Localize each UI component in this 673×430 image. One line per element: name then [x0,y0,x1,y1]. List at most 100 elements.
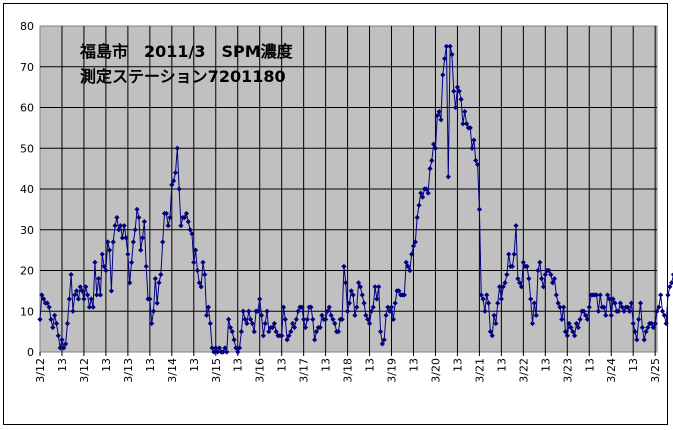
x-tick-label: 3/12 [78,358,91,383]
data-point [533,312,539,318]
data-point [147,296,153,302]
data-point [262,320,268,327]
data-point [669,280,673,286]
data-point [368,308,374,314]
data-point [167,214,173,221]
data-point [88,296,94,302]
data-point [427,166,433,172]
data-point [540,284,547,290]
data-point [495,300,501,306]
data-point [235,349,241,355]
data-point [149,320,155,327]
data-point [86,304,93,310]
data-point [288,329,294,335]
data-point [323,316,329,322]
data-point [110,239,116,245]
x-tick-label: 13 [320,358,333,372]
y-axis: 0 10 20 30 40 50 60 70 80 [20,20,34,359]
data-point [366,320,373,327]
x-tick-label: 3/19 [386,358,399,383]
data-point [160,239,166,245]
data-point [418,190,424,196]
data-point [48,316,54,322]
data-point [432,145,439,151]
data-point [513,223,519,229]
data-point [570,329,576,335]
data-point [152,276,158,282]
data-point [372,284,378,290]
x-tick-label: 3/18 [342,358,355,383]
data-point [401,292,407,298]
data-point [128,259,135,265]
data-point [335,329,342,335]
data-point [365,316,371,322]
data-point [409,251,415,257]
data-point [449,51,455,58]
data-point [108,288,115,294]
data-point [134,206,140,212]
data-point [279,333,285,339]
data-point [136,214,142,221]
y-tick-label: 30 [20,224,34,237]
data-point [216,345,223,351]
data-point [204,312,210,318]
data-point [453,104,459,111]
data-point [478,292,484,298]
data-point [381,337,387,343]
data-point [414,214,420,221]
y-tick-label: 60 [20,102,34,115]
data-point [209,345,215,351]
data-point [405,263,411,270]
data-point [630,320,636,327]
data-point [339,316,345,322]
data-point [178,223,184,229]
data-point [485,300,492,306]
data-point [117,223,124,229]
horizontal-gridlines [40,66,657,312]
data-point [524,263,530,270]
data-point [310,316,316,322]
data-point [341,263,347,270]
data-point [313,329,320,335]
data-point [344,308,351,314]
data-point [648,320,655,327]
data-point [247,316,254,322]
data-point [463,121,470,127]
data-point [236,345,243,351]
data-point [357,284,364,290]
data-point [130,239,136,245]
data-point [604,292,611,298]
data-point [290,320,296,327]
data-point [440,72,446,78]
data-point [103,267,109,274]
data-point [388,304,395,310]
data-point [553,292,559,298]
data-point [83,284,89,290]
data-point [63,341,69,347]
data-point [641,337,647,343]
data-point [469,145,475,151]
data-point [90,304,96,310]
data-point [390,316,396,322]
data-point [572,333,578,339]
data-point [350,292,356,298]
data-point [639,324,645,331]
data-point [564,333,570,339]
data-point [101,263,107,270]
x-tick-label: 3/14 [166,358,179,383]
data-point [324,308,331,314]
data-point [442,56,448,62]
data-point [286,333,292,339]
data-point [257,296,263,302]
x-tick-label: 13 [583,358,596,372]
data-point [436,108,442,115]
data-point [383,312,389,318]
data-point [493,320,499,327]
data-point [575,324,581,331]
data-point [302,324,309,331]
x-tick-label: 13 [144,358,157,372]
data-point [546,267,552,274]
data-point [376,284,382,290]
x-tick-label: 13 [627,358,640,372]
data-point [431,141,437,147]
